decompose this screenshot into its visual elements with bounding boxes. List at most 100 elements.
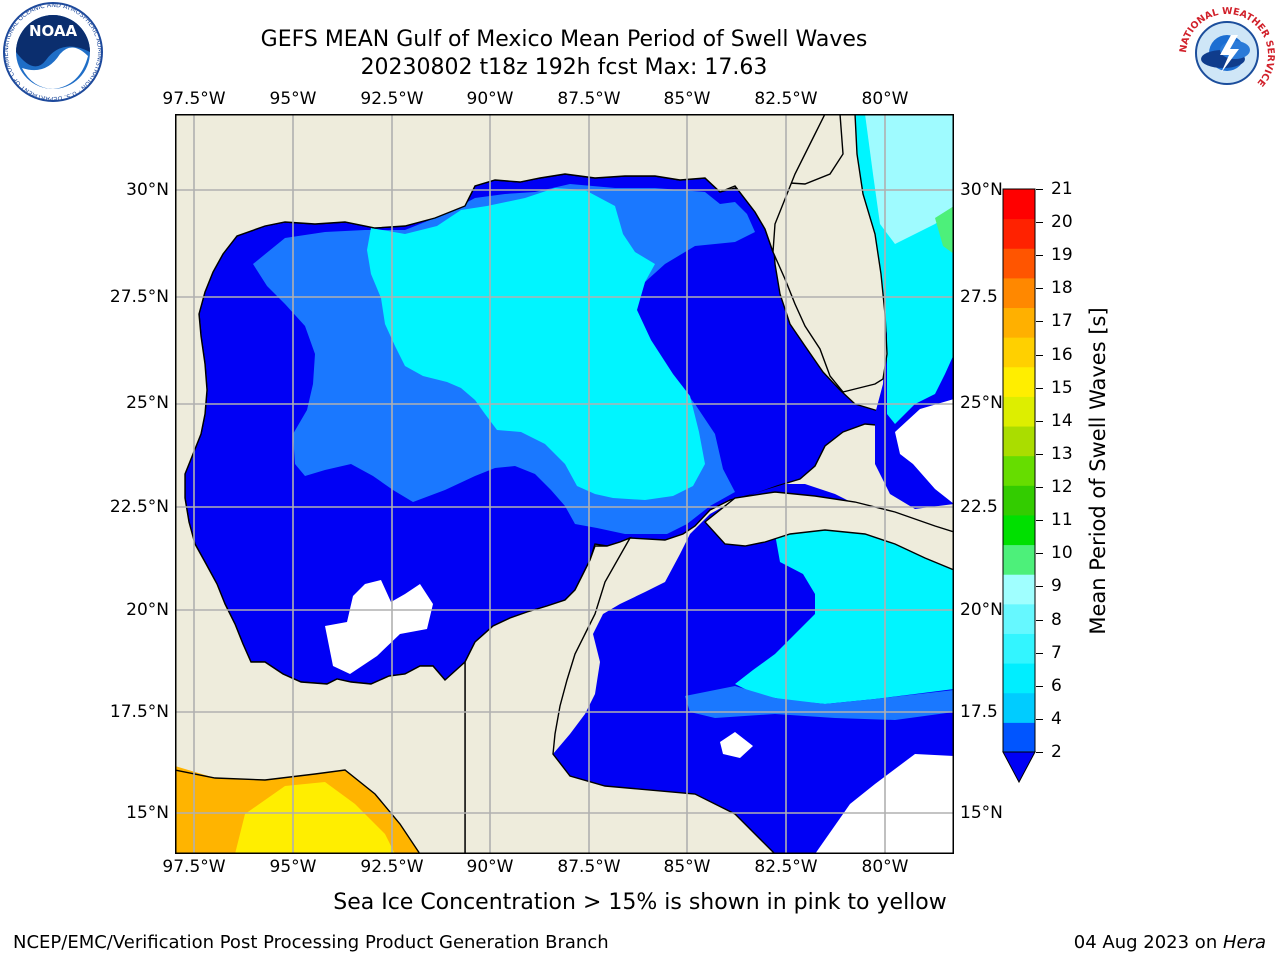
colorbar-segment <box>1003 692 1035 723</box>
colorbar-tick-mark <box>1036 453 1043 455</box>
colorbar-tick-label: 19 <box>1051 245 1073 266</box>
colorbar-tick-mark <box>1036 255 1043 257</box>
colorbar-segment <box>1003 544 1035 575</box>
yucatan-land <box>464 536 776 854</box>
nodata-patch-caribbean-s <box>720 732 753 758</box>
map-area <box>175 114 954 854</box>
footer-credit: NCEP/EMC/Verification Post Processing Pr… <box>13 932 609 953</box>
colorbar-segment <box>1003 218 1035 249</box>
lon-label-top: 92.5°W <box>360 89 424 109</box>
lat-label-right: 15°N <box>960 803 1003 823</box>
lat-label-left: 17.5°N <box>109 702 169 722</box>
lat-label-right: 27.5 <box>960 287 998 307</box>
colorbar-tick-mark <box>1036 652 1043 654</box>
colorbar-tick-label: 15 <box>1051 377 1073 398</box>
colorbar-tick-label: 21 <box>1051 179 1073 199</box>
colorbar-segment <box>1003 633 1035 664</box>
lon-label-top: 87.5°W <box>557 89 621 109</box>
colorbar-segment <box>1003 277 1035 309</box>
atlantic-swell-9-10s-patch <box>935 206 954 254</box>
graticule <box>175 114 954 854</box>
colorbar-segment <box>1003 485 1035 516</box>
colorbar-tick-mark <box>1036 387 1043 389</box>
colorbar-tick-mark <box>1036 520 1043 522</box>
lon-label-bottom: 82.5°W <box>754 857 818 877</box>
lat-label-right: 17.5 <box>960 702 998 722</box>
colorbar-segment <box>1003 574 1035 605</box>
colorbar-tick-mark <box>1036 222 1043 224</box>
footer-date: 04 Aug 2023 on Hera <box>1074 932 1266 953</box>
colorbar-tick-label: 8 <box>1051 609 1062 630</box>
colorbar-frame <box>1002 188 1036 753</box>
colorbar-segment <box>1003 337 1035 368</box>
lat-label-left: 27.5°N <box>109 287 169 307</box>
colorbar-tick-mark <box>1036 685 1043 687</box>
lon-label-bottom: 90°W <box>466 857 514 877</box>
colorbar-tick-label: 16 <box>1051 344 1073 365</box>
lat-label-left: 25°N <box>126 393 169 413</box>
cuba-land <box>703 491 954 571</box>
sea-ice-note: Sea Ice Concentration > 15% is shown in … <box>333 890 947 915</box>
colorbar-tick-mark <box>1036 553 1043 555</box>
lon-label-top: 82.5°W <box>754 89 818 109</box>
map-title: GEFS MEAN Gulf of Mexico Mean Period of … <box>260 27 868 52</box>
colorbar-tick-mark <box>1036 487 1043 489</box>
map-frame <box>175 114 954 854</box>
noaa-logo: NATIONAL OCEANIC AND ATMOSPHERIC ADMINIS… <box>2 2 103 102</box>
colorbar-tick-mark <box>1036 354 1043 356</box>
colorbar-tick-label: 10 <box>1051 543 1073 564</box>
colorbar-tick-label: 2 <box>1051 742 1062 762</box>
colorbar-tick-mark <box>1036 189 1043 190</box>
colorbar-tick-label: 11 <box>1051 510 1073 531</box>
colorbar-tick-mark <box>1036 752 1043 753</box>
colorbar-tick-label: 4 <box>1051 708 1062 729</box>
colorbar-tick-label: 20 <box>1051 212 1073 233</box>
colorbar-tick-mark <box>1036 288 1043 290</box>
colorbar-segment <box>1003 514 1035 546</box>
lon-label-top: 90°W <box>466 89 514 109</box>
lon-label-bottom: 95°W <box>269 857 317 877</box>
lon-label-top: 95°W <box>269 89 317 109</box>
colorbar-segment <box>1003 663 1035 694</box>
nws-logo: NATIONAL WEATHER SERVICE <box>1178 6 1276 100</box>
lat-label-right: 22.5 <box>960 497 998 517</box>
noaa-logo-text: NOAA <box>29 22 78 40</box>
lon-label-top: 85°W <box>663 89 711 109</box>
colorbar-segment <box>1003 307 1035 338</box>
footer-date-text: 04 Aug 2023 on <box>1073 932 1223 953</box>
colorbar-tick-mark <box>1036 321 1043 323</box>
lat-label-left: 30°N <box>126 180 169 200</box>
colorbar-tick-label: 7 <box>1051 642 1062 663</box>
colorbar-tick-mark <box>1036 718 1043 720</box>
colorbar-tick-label: 6 <box>1051 675 1062 696</box>
colorbar-segment <box>1003 189 1035 220</box>
colorbar-segment <box>1003 455 1035 486</box>
colorbar-segment <box>1003 722 1035 753</box>
lon-label-bottom: 97.5°W <box>162 857 226 877</box>
colorbar-extend-arrow <box>1002 751 1036 784</box>
lat-label-right: 30°N <box>960 180 1003 200</box>
colorbar-label: Mean Period of Swell Waves [s] <box>1086 307 1110 635</box>
map-subtitle: 20230802 t18z 192h fcst Max: 17.63 <box>360 55 768 80</box>
colorbar-tick-mark <box>1036 619 1043 621</box>
footer-host: Hera <box>1222 932 1266 953</box>
colorbar-tick-label: 14 <box>1051 410 1073 431</box>
nodata-patch-florida-keys <box>895 399 954 504</box>
lon-label-top: 80°W <box>861 89 909 109</box>
colorbar-tick-label: 13 <box>1051 443 1073 464</box>
colorbar-tick-mark <box>1036 420 1043 422</box>
colorbar-segment <box>1003 603 1035 634</box>
lon-label-bottom: 92.5°W <box>360 857 424 877</box>
colorbar-segment <box>1003 248 1035 279</box>
lon-label-top: 97.5°W <box>162 89 226 109</box>
colorbar-tick-label: 12 <box>1051 477 1073 498</box>
colorbar-tick-label: 18 <box>1051 278 1073 299</box>
lon-label-bottom: 85°W <box>663 857 711 877</box>
lat-label-left: 22.5°N <box>109 497 169 517</box>
pacific-coastline <box>175 769 421 854</box>
lat-label-right: 20°N <box>960 600 1003 620</box>
lat-label-right: 25°N <box>960 393 1003 413</box>
nodata-patch-west <box>325 580 433 674</box>
colorbar-tick-mark <box>1036 586 1043 588</box>
colorbar <box>1002 188 1036 784</box>
